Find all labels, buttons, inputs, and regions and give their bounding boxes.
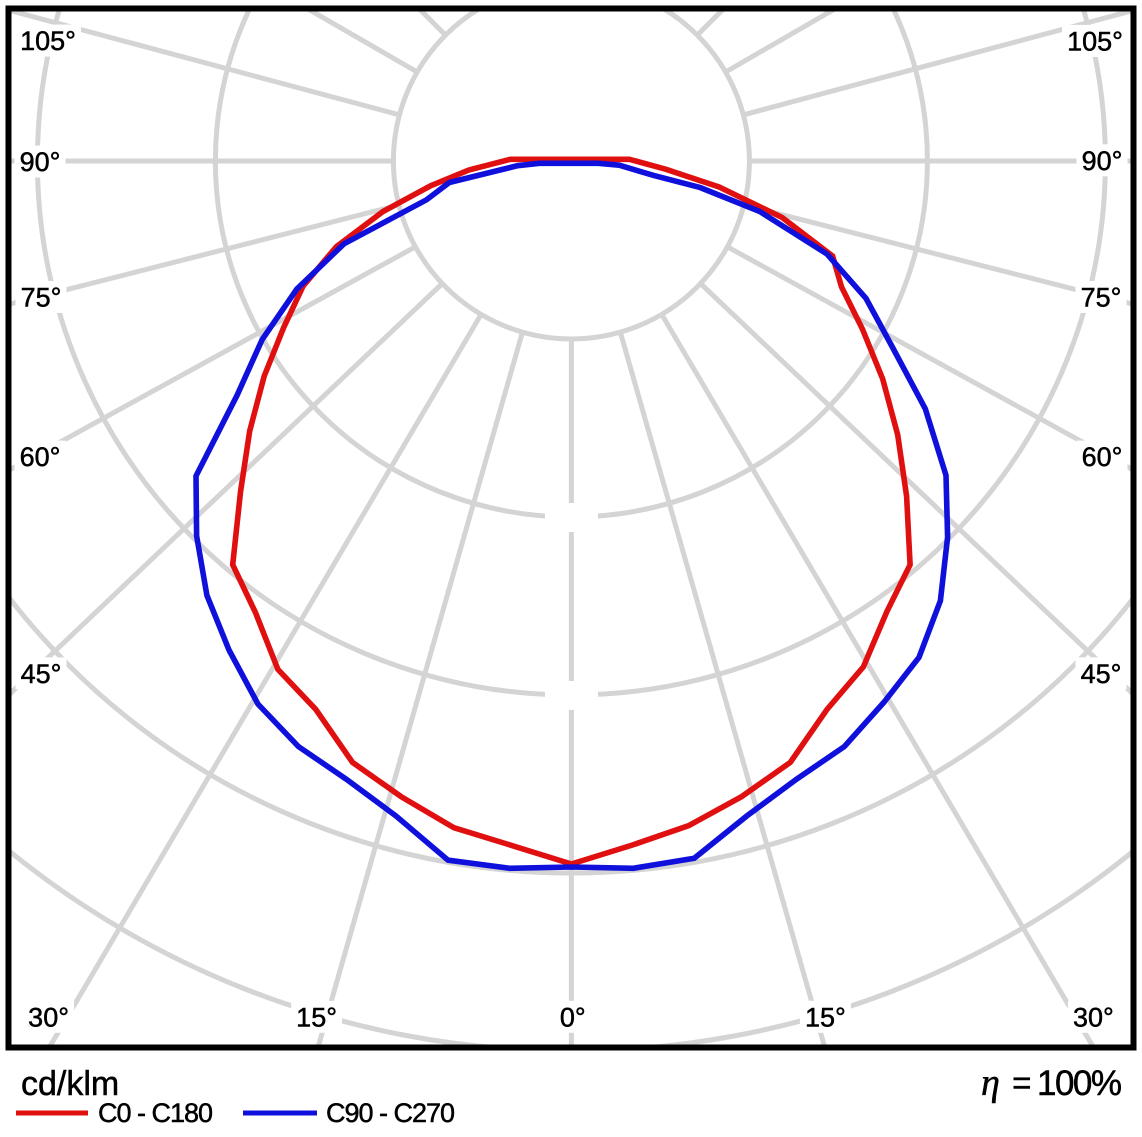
svg-text:45°: 45° (1081, 659, 1122, 689)
svg-text:0°: 0° (560, 1002, 586, 1032)
svg-text:η: η (981, 1062, 1000, 1104)
svg-text:=: = (1003, 1064, 1041, 1101)
svg-text:75°: 75° (21, 283, 62, 313)
svg-text:105°: 105° (20, 26, 76, 56)
svg-text:C90 - C270: C90 - C270 (326, 1098, 454, 1128)
svg-text:15°: 15° (296, 1002, 337, 1032)
svg-text:15°: 15° (805, 1002, 846, 1032)
svg-text:C0 - C180: C0 - C180 (98, 1098, 212, 1128)
svg-text:75°: 75° (1081, 283, 1122, 313)
svg-text:105°: 105° (1067, 26, 1123, 56)
svg-text:100%: 100% (1037, 1064, 1121, 1103)
svg-text:30°: 30° (28, 1002, 69, 1032)
svg-text:60°: 60° (1082, 442, 1123, 472)
svg-text:90°: 90° (20, 147, 61, 177)
svg-text:60°: 60° (20, 442, 61, 472)
svg-text:90°: 90° (1082, 146, 1123, 176)
svg-text:30°: 30° (1073, 1002, 1114, 1032)
svg-text:45°: 45° (21, 659, 62, 689)
